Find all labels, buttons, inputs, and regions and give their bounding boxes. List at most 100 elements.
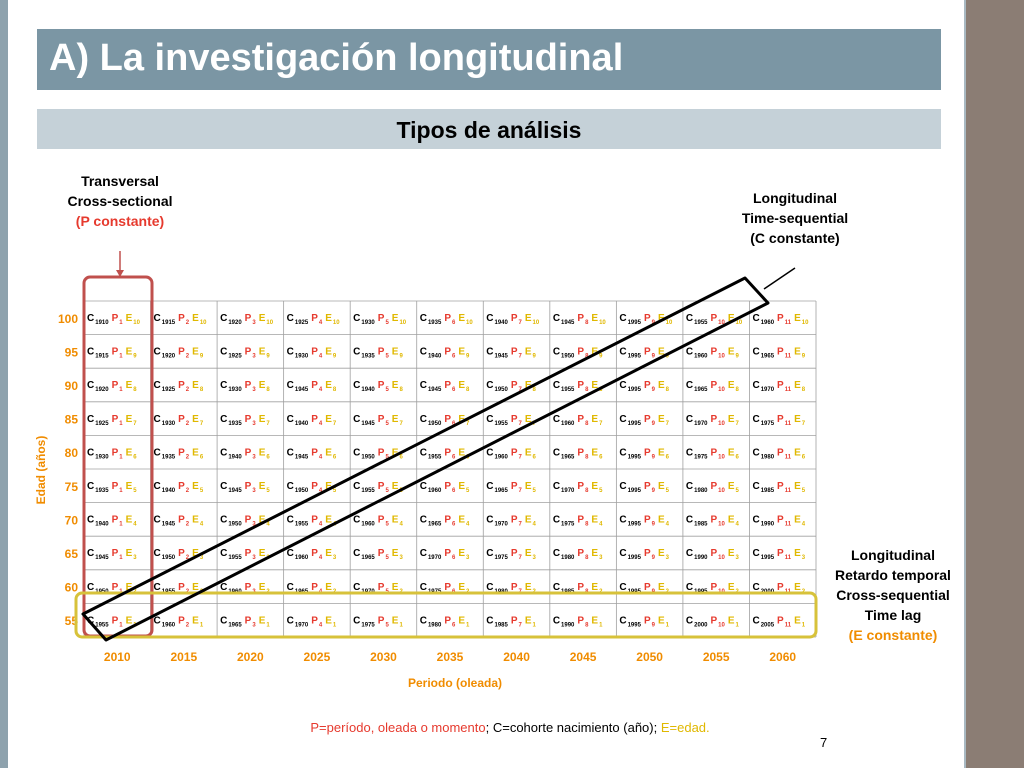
cohort-cell: C1975 P7 E3	[486, 548, 536, 561]
left-edge-band	[0, 0, 8, 768]
period-tick-label: 2040	[503, 650, 530, 664]
time-lag-line1: Longitudinal	[851, 547, 935, 563]
cohort-cell: C1965 P3 E1	[220, 615, 270, 628]
period-tick-label: 2035	[437, 650, 464, 664]
transversal-line2: Cross-sectional	[67, 193, 173, 209]
cohort-cell: C1950 P2 E3	[154, 548, 204, 561]
cohort-cell: C1950 P5 E6	[353, 447, 403, 460]
age-tick-label: 75	[65, 480, 79, 494]
period-tick-label: 2010	[104, 650, 131, 664]
footnote-e-definition: E=edad.	[660, 720, 710, 735]
cohort-cell: C1935 P2 E6	[154, 447, 204, 460]
cohort-cell: C2000 P10 E1	[686, 615, 740, 628]
cohort-cell: C1950 P4 E5	[287, 481, 337, 494]
page-number: 7	[820, 735, 828, 750]
right-edge-band	[966, 0, 1024, 768]
cohort-cell: C1995 P9 E4	[619, 515, 669, 528]
period-tick-label: 2030	[370, 650, 397, 664]
cohort-cell: C1950 P6 E7	[420, 414, 470, 427]
age-tick-label: 95	[65, 345, 79, 359]
title-bar: A) La investigación longitudinal	[37, 29, 941, 90]
cohort-cell: C1970 P11 E8	[752, 380, 805, 393]
cohort-cell: C1945 P2 E4	[154, 515, 204, 528]
time-lag-line2: Retardo temporal	[835, 567, 951, 583]
time-sequential-label: Longitudinal Time-sequential (C constant…	[700, 188, 890, 248]
age-tick-label: 65	[65, 547, 79, 561]
time-lag-line4: Time lag	[864, 607, 922, 623]
cohort-cell: C1910 P1 E10	[87, 313, 141, 326]
period-tick-label: 2015	[170, 650, 197, 664]
cohort-cell: C1925 P1 E7	[87, 414, 137, 427]
cohort-cell: C1995 P9 E1	[619, 615, 669, 628]
cohort-cell: C1960 P4 E3	[287, 548, 337, 561]
cohort-cell: C1925 P3 E9	[220, 347, 270, 360]
cohort-cell: C1965 P8 E6	[553, 447, 603, 460]
period-tick-label: 2060	[769, 650, 796, 664]
cohort-cell: C1975 P11 E7	[752, 414, 805, 427]
cohort-cell: C1970 P6 E3	[420, 548, 470, 561]
cohort-cell: C1980 P11 E6	[752, 447, 805, 460]
time-lag-label: Longitudinal Retardo temporal Cross-sequ…	[818, 545, 968, 645]
time-lag-line5: (E constante)	[848, 627, 938, 643]
footnote: P=período, oleada o momento; C=cohorte n…	[190, 720, 830, 735]
cohort-cell: C1930 P3 E8	[220, 380, 270, 393]
cohort-cell: C1970 P4 E1	[287, 615, 337, 628]
cohort-cell: C1970 P8 E5	[553, 481, 603, 494]
cohort-cell: C1920 P1 E8	[87, 380, 137, 393]
cohort-cell: C1990 P10 E3	[686, 548, 740, 561]
transversal-line1: Transversal	[81, 173, 159, 189]
cohort-cell: C1940 P2 E5	[154, 481, 204, 494]
cohort-cell: C1935 P1 E5	[87, 481, 137, 494]
cohort-cell: C1925 P2 E8	[154, 380, 204, 393]
cohort-cell: C1990 P11 E4	[752, 515, 805, 528]
period-tick-label: 2050	[636, 650, 663, 664]
age-tick-label: 70	[65, 513, 79, 527]
age-tick-label: 90	[65, 379, 79, 393]
cohort-cell: C1955 P7 E7	[486, 414, 536, 427]
cohort-cell: C1945 P4 E6	[287, 447, 337, 460]
cohort-cell: C1960 P10 E9	[686, 347, 740, 360]
cohort-cell: C1930 P2 E7	[154, 414, 204, 427]
cohort-cell: C1940 P3 E6	[220, 447, 270, 460]
cohort-cell: C2005 P11 E1	[752, 615, 805, 628]
cohort-cell: C1925 P4 E10	[287, 313, 341, 326]
cohort-cell: C1915 P2 E10	[154, 313, 208, 326]
period-tick-label: 2045	[570, 650, 597, 664]
cohort-cell: C1915 P1 E9	[87, 347, 137, 360]
subtitle-bar: Tipos de análisis	[37, 109, 941, 149]
cohort-cell: C1975 P10 E6	[686, 447, 740, 460]
cohort-cell: C1965 P7 E5	[486, 481, 536, 494]
y-axis-title: Edad (años)	[34, 436, 48, 505]
cohort-cell: C1985 P7 E1	[486, 615, 536, 628]
cohort-cell: C1955 P8 E8	[553, 380, 603, 393]
cohort-cell: C1995 P9 E6	[619, 447, 669, 460]
cohort-cell: C1965 P5 E3	[353, 548, 403, 561]
transversal-arrow-head	[116, 270, 124, 277]
x-axis-title: Periodo (oleada)	[408, 676, 502, 690]
transversal-label: Transversal Cross-sectional (P constante…	[30, 171, 210, 231]
time-sequential-line1: Longitudinal	[753, 190, 837, 206]
cohort-cell: C1930 P5 E10	[353, 313, 407, 326]
cohort-cell: C1965 P6 E4	[420, 515, 470, 528]
cohort-cell: C1980 P10 E5	[686, 481, 740, 494]
age-tick-label: 100	[58, 312, 78, 326]
age-tick-label: 85	[65, 413, 79, 427]
cohort-cell: C1995 P9 E9	[619, 347, 669, 360]
cohort-cell: C1945 P1 E3	[87, 548, 137, 561]
cohort-cell: C1945 P7 E9	[486, 347, 536, 360]
cohort-cell: C1930 P4 E9	[287, 347, 337, 360]
cohort-cell: C1960 P6 E5	[420, 481, 470, 494]
cohort-cell: C1995 P9 E7	[619, 414, 669, 427]
cohort-cell: C1995 P11 E3	[752, 548, 805, 561]
footnote-p-definition: P=período, oleada o momento	[310, 720, 486, 735]
cohort-cell: C1995 P9 E8	[619, 380, 669, 393]
cohort-cell: C1995 P9 E3	[619, 548, 669, 561]
cohort-cell: C1940 P7 E10	[486, 313, 540, 326]
footnote-c-definition: ; C=cohorte nacimiento (año);	[485, 720, 661, 735]
cohort-cell: C1965 P11 E9	[752, 347, 805, 360]
time-sequential-diagonal-box	[81, 276, 770, 642]
cohort-cell: C1990 P8 E1	[553, 615, 603, 628]
time-lag-highlight-box	[74, 591, 818, 639]
